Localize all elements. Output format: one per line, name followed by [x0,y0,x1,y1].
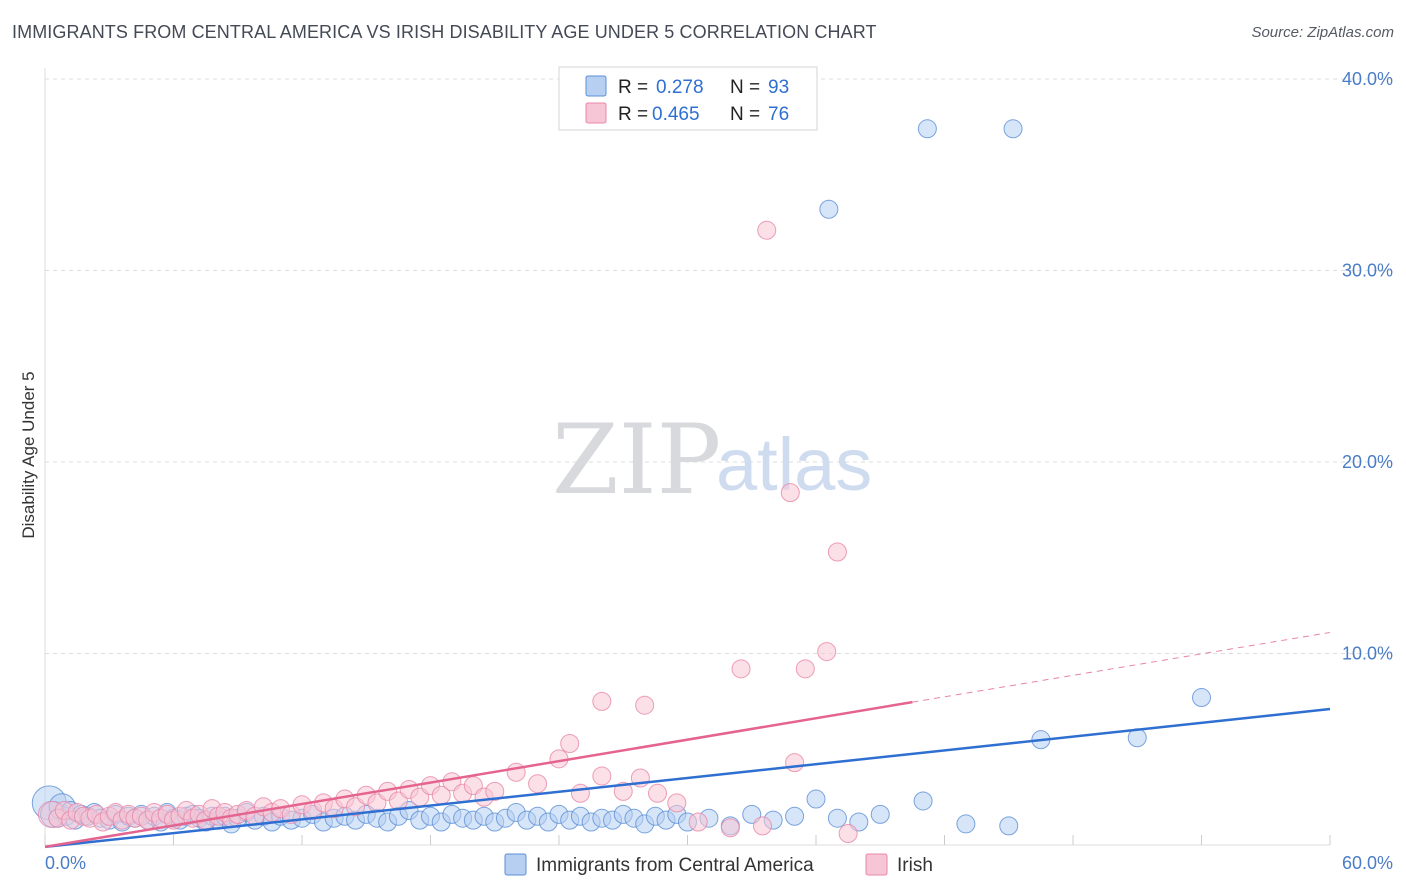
data-point-immigrants [785,806,805,826]
stats-n-value-2: 76 [768,104,789,125]
x-axis-ticks: 0.0% 60.0% [45,853,1393,873]
data-point-immigrants [1192,688,1211,708]
stats-n-label-1: N = [730,77,760,98]
legend-swatch-irish [865,853,888,876]
y-tick-label: 20.0% [1342,452,1393,472]
data-point-immigrants [870,804,890,824]
series-irish-points [37,220,858,844]
watermark: ZIP atlas [552,404,872,516]
data-point-immigrants [956,814,976,834]
stats-legend: R = 0.278 N = 93 R = 0.465 N = 76 [558,66,818,131]
data-point-irish [752,816,772,836]
data-point-irish [785,753,805,773]
data-point-immigrants [913,791,933,811]
y-axis-label: Disability Age Under 5 [19,371,38,538]
data-point-irish [827,542,847,562]
data-point-immigrants [1003,119,1023,139]
data-point-irish [570,783,590,803]
data-point-irish [635,695,655,715]
data-point-irish [731,659,751,679]
data-point-immigrants [806,789,826,809]
data-point-irish [780,483,800,503]
stats-r-value-2: 0.465 [652,104,700,125]
data-point-irish [528,774,548,794]
stats-n-value-1: 93 [768,77,789,98]
data-point-irish [688,812,708,832]
chart-title: IMMIGRANTS FROM CENTRAL AMERICA VS IRISH… [12,22,877,42]
data-point-immigrants [917,119,937,139]
trend-line-immigrants [44,707,1331,849]
y-axis-ticks: 10.0% 20.0% 30.0% 40.0% [1342,69,1393,664]
legend-label-immigrants: Immigrants from Central America [536,855,814,876]
y-tick-label: 40.0% [1342,69,1393,89]
stats-r-label-1: R = [618,77,648,98]
x-tick-label-min: 0.0% [45,853,86,873]
data-point-immigrants [819,199,839,219]
legend-swatch-immigrants [504,853,527,876]
data-point-irish [648,783,668,803]
data-point-immigrants [827,808,847,828]
data-point-irish [613,781,633,801]
stats-legend-swatch-blue [585,75,607,97]
y-tick-label: 10.0% [1342,644,1393,664]
data-point-irish [485,781,505,801]
data-point-irish [817,642,837,662]
data-point-irish [720,818,740,838]
stats-n-label-2: N = [730,104,760,125]
stats-r-label-2: R = [618,104,648,125]
trend-line-irish [44,700,913,849]
data-point-irish [795,659,815,679]
stats-r-value-1: 0.278 [656,77,704,98]
trend-line-irish-extension [912,631,1331,703]
y-tick-label: 30.0% [1342,261,1393,281]
data-point-irish [667,793,687,813]
data-point-irish [560,734,580,754]
trend-lines [44,631,1331,849]
source-credit: Source: ZipAtlas.com [1251,24,1394,41]
data-point-irish [838,824,858,844]
data-point-irish [592,691,612,711]
grid [44,68,1392,846]
data-point-immigrants [999,816,1019,836]
watermark-zip: ZIP [552,404,721,516]
data-point-irish [506,762,526,782]
series-legend: Immigrants from Central America Irish [504,853,933,876]
data-point-irish [592,766,612,786]
x-tick-label-max: 60.0% [1342,853,1393,873]
legend-label-irish: Irish [897,855,933,876]
data-point-irish [757,220,777,240]
stats-legend-swatch-pink [585,102,607,124]
